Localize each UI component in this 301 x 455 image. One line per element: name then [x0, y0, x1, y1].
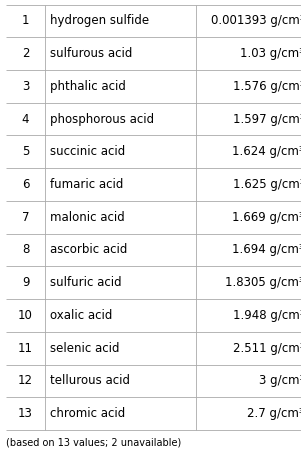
- Text: 5: 5: [22, 145, 29, 158]
- Text: selenic acid: selenic acid: [50, 342, 119, 354]
- Text: 3 g/cm³: 3 g/cm³: [259, 374, 301, 387]
- Text: 3: 3: [22, 80, 29, 93]
- Text: 8: 8: [22, 243, 29, 257]
- Text: 1: 1: [22, 15, 29, 27]
- Text: tellurous acid: tellurous acid: [50, 374, 130, 387]
- Text: 6: 6: [22, 178, 29, 191]
- Text: sulfurous acid: sulfurous acid: [50, 47, 132, 60]
- Text: 1.8305 g/cm³: 1.8305 g/cm³: [225, 276, 301, 289]
- Text: 0.001393 g/cm³: 0.001393 g/cm³: [210, 15, 301, 27]
- Text: (based on 13 values; 2 unavailable): (based on 13 values; 2 unavailable): [6, 438, 181, 447]
- Text: 4: 4: [22, 112, 29, 126]
- Text: 1.625 g/cm³: 1.625 g/cm³: [232, 178, 301, 191]
- Text: 11: 11: [18, 342, 33, 354]
- Text: fumaric acid: fumaric acid: [50, 178, 123, 191]
- Text: sulfuric acid: sulfuric acid: [50, 276, 121, 289]
- Text: chromic acid: chromic acid: [50, 407, 125, 420]
- Text: 1.948 g/cm³: 1.948 g/cm³: [232, 309, 301, 322]
- Text: 2.511 g/cm³: 2.511 g/cm³: [232, 342, 301, 354]
- Text: ascorbic acid: ascorbic acid: [50, 243, 127, 257]
- Text: oxalic acid: oxalic acid: [50, 309, 112, 322]
- Text: 2: 2: [22, 47, 29, 60]
- Text: 7: 7: [22, 211, 29, 224]
- Text: 13: 13: [18, 407, 33, 420]
- Text: 1.576 g/cm³: 1.576 g/cm³: [232, 80, 301, 93]
- Text: 1.597 g/cm³: 1.597 g/cm³: [232, 112, 301, 126]
- Text: 1.694 g/cm³: 1.694 g/cm³: [232, 243, 301, 257]
- Text: 10: 10: [18, 309, 33, 322]
- Text: phosphorous acid: phosphorous acid: [50, 112, 154, 126]
- Text: malonic acid: malonic acid: [50, 211, 124, 224]
- Text: 9: 9: [22, 276, 29, 289]
- Text: 2.7 g/cm³: 2.7 g/cm³: [247, 407, 301, 420]
- Text: 1.03 g/cm³: 1.03 g/cm³: [240, 47, 301, 60]
- Text: succinic acid: succinic acid: [50, 145, 125, 158]
- Text: phthalic acid: phthalic acid: [50, 80, 126, 93]
- Text: 1.624 g/cm³: 1.624 g/cm³: [232, 145, 301, 158]
- Text: 12: 12: [18, 374, 33, 387]
- Text: 1.669 g/cm³: 1.669 g/cm³: [232, 211, 301, 224]
- Text: hydrogen sulfide: hydrogen sulfide: [50, 15, 149, 27]
